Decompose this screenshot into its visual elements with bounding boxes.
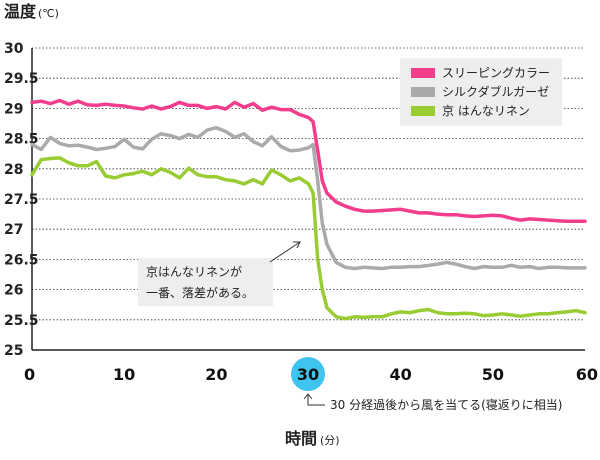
x-tick-labels: 0 10 20 40 50 60 — [24, 365, 598, 384]
y-tick-label: 30 — [4, 41, 24, 57]
series-line-3 — [30, 156, 587, 321]
highlight-pointer — [307, 394, 325, 406]
y-tick-label: 27.5 — [4, 192, 39, 208]
x-tick-label: 60 — [576, 365, 598, 384]
highlight-tick-label: 30 — [297, 365, 319, 384]
y-tick-labels: 30 29.5 29 28.5 28 27.5 27 26.5 26 25.5 25 — [4, 41, 39, 359]
legend-swatch — [411, 68, 435, 78]
highlight-arrowhead — [303, 393, 313, 400]
y-tick-label: 28 — [4, 162, 23, 178]
y-tick-label: 25.5 — [4, 313, 39, 329]
y-tick-label: 28.5 — [4, 132, 39, 148]
highlight-marker: 30 30 分経過後から風を当てる(寝返りに相当) — [291, 357, 562, 412]
series-lines — [30, 98, 587, 321]
x-tick-label: 40 — [390, 365, 412, 384]
annotation-line-1: 京はんなリネンが — [146, 264, 242, 279]
axes — [31, 48, 585, 351]
legend-swatch — [411, 87, 435, 97]
legend-label: スリーピングカラー — [442, 66, 550, 80]
x-tick-label: 50 — [482, 365, 504, 384]
series-line-1 — [30, 98, 587, 224]
x-label-text: 時間 — [285, 429, 317, 448]
title-unit: (℃) — [38, 7, 59, 20]
legend-label: シルクダブルガーゼ — [442, 84, 549, 99]
x-tick-label: 20 — [205, 365, 227, 384]
y-tick-label: 25 — [4, 343, 23, 359]
legend-label: 京 はんなリネン — [442, 104, 530, 118]
annotation-line-2: 一番、落差がある。 — [146, 285, 254, 300]
highlight-note: 30 分経過後から風を当てる(寝返りに相当) — [330, 397, 562, 412]
x-label-unit: (分) — [320, 434, 340, 447]
x-tick-label: 0 — [24, 365, 35, 384]
y-tick-label: 29.5 — [4, 71, 39, 87]
y-tick-label: 26.5 — [4, 252, 39, 268]
y-tick-label: 26 — [4, 283, 23, 299]
annotation-box — [138, 258, 273, 306]
x-tick-label: 10 — [113, 365, 135, 384]
annotation-arrowhead — [293, 241, 301, 249]
highlight-circle — [291, 357, 325, 391]
x-axis-label: 時間 (分) — [285, 429, 340, 448]
annotation-pointer — [269, 241, 301, 263]
title-text: 温度 — [3, 2, 37, 21]
series-line-2 — [30, 125, 587, 271]
y-tick-label: 29 — [4, 101, 23, 117]
annotation-callout: 京はんなリネンが 一番、落差がある。 — [138, 241, 301, 306]
chart-title: 温度 (℃) — [3, 2, 59, 21]
legend-swatch — [411, 106, 435, 116]
y-tick-label: 27 — [4, 222, 23, 238]
